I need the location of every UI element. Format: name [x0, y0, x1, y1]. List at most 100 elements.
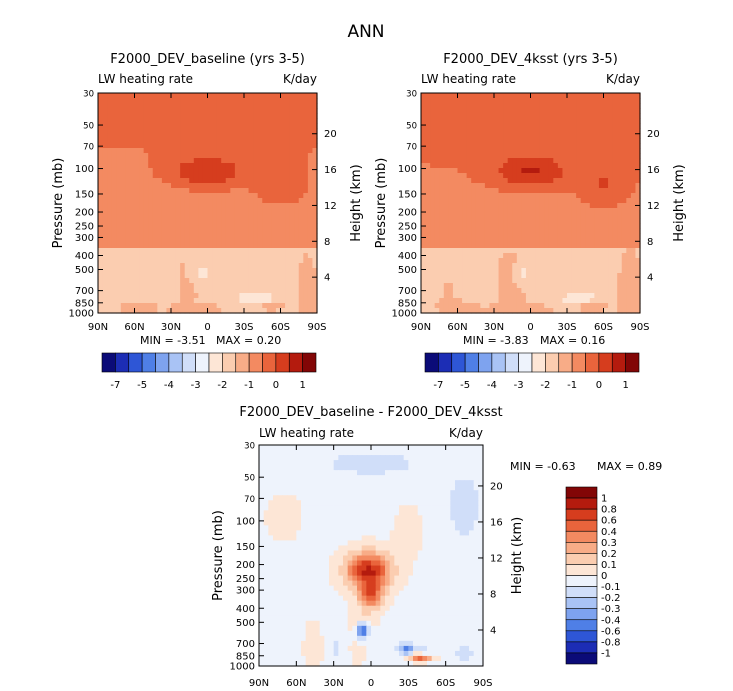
heatmap-cell — [598, 93, 605, 99]
heatmap-cell — [471, 243, 477, 249]
heatmap-cell — [452, 283, 459, 289]
heatmap-cell — [116, 278, 122, 284]
heatmap-cell — [171, 93, 177, 99]
heatmap-cell — [457, 183, 463, 189]
heatmap-cell — [139, 278, 145, 284]
heatmap-cell — [234, 248, 241, 254]
heatmap-cell — [152, 103, 158, 109]
heatmap-cell — [635, 253, 641, 259]
heatmap-cell — [489, 228, 495, 234]
heatmap-cell — [298, 243, 304, 249]
heatmap-cell — [184, 188, 190, 194]
heatmap-cell — [489, 153, 495, 159]
heatmap-cell — [562, 263, 568, 269]
heatmap-cell — [475, 113, 481, 119]
heatmap-cell — [125, 293, 131, 299]
heatmap-cell — [539, 173, 545, 179]
heatmap-cell — [98, 238, 104, 244]
heatmap-cell — [315, 445, 321, 451]
heatmap-cell — [603, 168, 609, 174]
heatmap-cell — [576, 273, 582, 279]
heatmap-cell — [457, 143, 463, 149]
heatmap-cell — [216, 253, 222, 259]
heatmap-cell — [617, 153, 623, 159]
heatmap-cell — [102, 148, 108, 154]
heatmap-cell — [294, 168, 300, 174]
heatmap-cell — [248, 283, 254, 289]
heatmap-cell — [608, 98, 614, 104]
heatmap-cell — [512, 233, 518, 239]
heatmap-cell — [434, 303, 440, 309]
heatmap-cell — [257, 248, 263, 254]
heatmap-cell — [626, 268, 632, 274]
heatmap-cell — [484, 228, 491, 234]
heatmap-cell — [562, 218, 568, 224]
heatmap-cell — [557, 168, 564, 174]
heatmap-cell — [134, 198, 140, 204]
heatmap-cell — [207, 198, 213, 204]
heatmap-cell — [448, 238, 454, 244]
heatmap-cell — [347, 495, 353, 501]
heatmap-cell — [257, 228, 263, 234]
heatmap-cell — [275, 293, 282, 299]
heatmap-cell — [212, 268, 218, 274]
heatmap-cell — [148, 163, 154, 169]
heatmap-cell — [189, 268, 195, 274]
heatmap-cell — [116, 133, 122, 139]
heatmap-cell — [394, 445, 400, 451]
heatmap-cell — [202, 268, 209, 274]
heatmap-cell — [166, 238, 172, 244]
heatmap-cell — [307, 218, 314, 224]
heatmap-cell — [207, 248, 213, 254]
heatmap-cell — [143, 243, 149, 249]
heatmap-cell — [431, 480, 437, 486]
heatmap-cell — [589, 283, 595, 289]
heatmap-cell — [312, 233, 318, 239]
heatmap-cell — [230, 308, 236, 314]
heatmap-cell — [521, 278, 527, 284]
heatmap-cell — [489, 253, 495, 259]
heatmap-cell — [439, 298, 445, 304]
heatmap-cell — [431, 470, 437, 476]
heatmap-cell — [230, 303, 236, 309]
heatmap-cell — [98, 183, 104, 189]
heatmap-cell — [125, 118, 131, 124]
heatmap-cell — [462, 223, 468, 229]
heatmap-cell — [298, 213, 304, 219]
heatmap-cell — [161, 233, 168, 239]
heatmap-cell — [148, 103, 154, 109]
heatmap-cell — [608, 223, 614, 229]
heatmap-cell — [120, 203, 126, 209]
heatmap-cell — [303, 173, 309, 179]
heatmap-cell — [535, 153, 541, 159]
heatmap-cell — [175, 118, 181, 124]
heatmap-cell — [287, 465, 293, 471]
heatmap-cell — [512, 188, 518, 194]
heatmap-cell — [421, 153, 427, 159]
heatmap-cell — [221, 278, 227, 284]
heatmap-cell — [512, 223, 518, 229]
heatmap-cell — [352, 465, 358, 471]
heatmap-cell — [184, 193, 190, 199]
heatmap-cell — [216, 263, 222, 269]
heatmap-cell — [553, 293, 559, 299]
heatmap-cell — [116, 128, 122, 134]
heatmap-cell — [612, 168, 618, 174]
heatmap-cell — [248, 233, 254, 239]
heatmap-cell — [544, 143, 550, 149]
heatmap-cell — [494, 143, 500, 149]
heatmap-cell — [603, 218, 609, 224]
heatmap-cell — [275, 153, 282, 159]
heatmap-cell — [512, 248, 518, 254]
heatmap-cell — [338, 495, 344, 501]
heatmap-cell — [166, 118, 172, 124]
heatmap-cell — [630, 238, 637, 244]
heatmap-cell — [198, 208, 204, 214]
heatmap-cell — [262, 118, 268, 124]
heatmap-cell — [630, 188, 637, 194]
heatmap-cell — [567, 268, 573, 274]
heatmap-cell — [589, 173, 595, 179]
heatmap-cell — [171, 278, 177, 284]
heatmap-cell — [635, 158, 641, 164]
heatmap-cell — [585, 188, 591, 194]
